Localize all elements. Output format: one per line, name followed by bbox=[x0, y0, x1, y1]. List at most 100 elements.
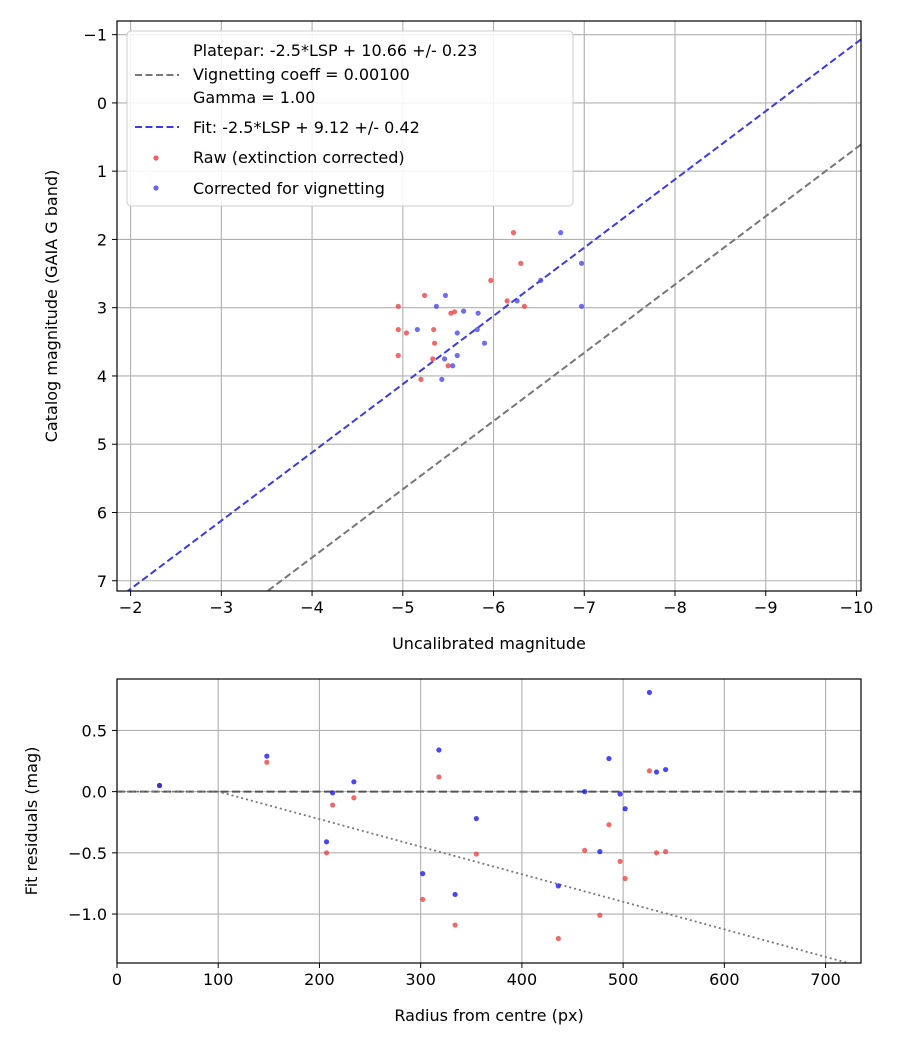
bottom-x-axis-label: Radius from centre (px) bbox=[394, 1006, 583, 1025]
bottom-raw-point bbox=[264, 759, 270, 765]
top-raw-point bbox=[395, 303, 401, 309]
bottom-raw-point bbox=[436, 774, 442, 780]
bottom-x-tick-label: 200 bbox=[304, 970, 335, 989]
top-corrected-point bbox=[439, 376, 445, 382]
bottom-raw-point bbox=[330, 802, 336, 808]
top-corrected-point bbox=[474, 326, 480, 333]
top-platepar-line bbox=[265, 143, 861, 591]
legend-platepar-label: Platepar: -2.5*LSP + 10.66 +/- 0.23 bbox=[193, 41, 477, 60]
bottom-raw-point bbox=[351, 795, 357, 801]
bottom-x-tick-label: 500 bbox=[608, 970, 639, 989]
legend-raw-marker bbox=[153, 155, 159, 161]
bottom-points bbox=[156, 689, 669, 942]
top-y-tick-label: 7 bbox=[97, 572, 107, 591]
top-raw-point bbox=[430, 356, 436, 362]
top-fit-line bbox=[126, 38, 861, 591]
bottom-corrected-point bbox=[555, 883, 561, 889]
top-raw-point bbox=[403, 330, 410, 336]
legend-vignetting-label: Vignetting coeff = 0.00100 bbox=[193, 65, 410, 84]
bottom-corrected-point bbox=[323, 839, 330, 845]
top-x-tick-label: −7 bbox=[572, 598, 596, 617]
top-raw-point bbox=[395, 352, 401, 359]
bottom-x-tick-label: 600 bbox=[709, 970, 740, 989]
bottom-y-tick-label: 0.5 bbox=[82, 721, 107, 740]
top-fit-lines bbox=[126, 38, 861, 591]
bottom-corrected-point bbox=[264, 753, 270, 759]
top-raw-point bbox=[431, 340, 438, 346]
bottom-corrected-point bbox=[606, 755, 612, 762]
bottom-raw-point bbox=[582, 847, 588, 853]
top-x-tick-label: −5 bbox=[391, 598, 415, 617]
top-y-tick-label: 5 bbox=[97, 435, 107, 454]
bottom-corrected-point bbox=[597, 849, 603, 855]
top-y-tick-label: 3 bbox=[97, 299, 107, 318]
top-corrected-point bbox=[558, 230, 564, 236]
bottom-raw-point bbox=[420, 896, 426, 902]
legend-raw-label: Raw (extinction corrected) bbox=[193, 148, 405, 167]
top-y-axis-label: Catalog magnitude (GAIA G band) bbox=[42, 170, 61, 442]
bottom-raw-point bbox=[606, 822, 612, 828]
bottom-plot-background bbox=[117, 679, 861, 963]
top-x-tick-label: −2 bbox=[119, 598, 143, 617]
legend-corrected-marker bbox=[153, 185, 159, 191]
top-corrected-point bbox=[578, 260, 585, 266]
top-corrected-point bbox=[433, 303, 439, 309]
bottom-corrected-point bbox=[622, 806, 628, 812]
bottom-x-tick-label: 300 bbox=[405, 970, 436, 989]
top-raw-point bbox=[504, 298, 510, 304]
top-corrected-point bbox=[454, 330, 460, 336]
top-raw-point bbox=[521, 303, 527, 309]
top-corrected-point bbox=[454, 352, 460, 359]
top-raw-point bbox=[488, 277, 494, 284]
top-y-tick-label: 4 bbox=[97, 367, 107, 386]
bottom-y-tick-label: −1.0 bbox=[68, 905, 107, 924]
legend-fit-label: Fit: -2.5*LSP + 9.12 +/- 0.42 bbox=[193, 118, 420, 137]
bottom-plot-frame bbox=[116, 678, 862, 964]
bottom-corrected-point bbox=[663, 766, 669, 773]
top-x-tick-label: −3 bbox=[210, 598, 234, 617]
bottom-chart: 0 100 200 300 400 500 600 700 0.5 0.0 −0.5 −1.0 Rad… bbox=[22, 678, 862, 1025]
top-corrected-point bbox=[514, 298, 520, 304]
bottom-raw-point bbox=[597, 912, 603, 918]
bottom-x-tick-label: 400 bbox=[507, 970, 538, 989]
bottom-raw-point bbox=[617, 858, 623, 864]
bottom-y-axis-label: Fit residuals (mag) bbox=[22, 747, 41, 896]
bottom-corrected-point bbox=[330, 790, 336, 796]
bottom-corrected-point bbox=[582, 789, 588, 795]
legend-gamma-label: Gamma = 1.00 bbox=[193, 88, 315, 107]
bottom-vignetting-curve bbox=[117, 790, 852, 963]
top-raw-point bbox=[518, 260, 524, 266]
top-raw-point bbox=[418, 376, 424, 382]
bottom-x-tick-label: 700 bbox=[810, 970, 841, 989]
top-raw-point bbox=[451, 309, 458, 315]
top-corrected-point bbox=[481, 340, 488, 346]
bottom-raw-point bbox=[452, 922, 458, 928]
legend-box bbox=[126, 30, 574, 207]
bottom-grid bbox=[116, 679, 861, 963]
top-corrected-point bbox=[578, 303, 585, 309]
bottom-raw-point bbox=[663, 849, 669, 855]
top-y-tick-label: 2 bbox=[97, 230, 107, 249]
top-plot-frame bbox=[116, 20, 862, 592]
top-corrected-point bbox=[450, 363, 456, 369]
bottom-corrected-point bbox=[436, 747, 442, 753]
bottom-x-tick-label: 0 bbox=[112, 970, 122, 989]
top-y-tick-label: 0 bbox=[97, 94, 107, 113]
legend-corrected-label: Corrected for vignetting bbox=[193, 179, 385, 198]
top-corrected-point bbox=[475, 310, 481, 316]
bottom-y-tick-label: −0.5 bbox=[68, 844, 107, 863]
top-x-tick-label: −10 bbox=[840, 598, 874, 617]
top-points bbox=[395, 230, 585, 382]
bottom-corrected-point bbox=[420, 871, 426, 877]
top-corrected-point bbox=[538, 277, 544, 284]
legend: Platepar: -2.5*LSP + 10.66 +/- 0.23 Vign… bbox=[126, 30, 574, 207]
bottom-reference-lines bbox=[117, 790, 861, 963]
bottom-ticks: 0 100 200 300 400 500 600 700 0.5 0.0 −0.5 −1.0 bbox=[68, 721, 841, 989]
top-x-tick-label: −6 bbox=[482, 598, 506, 617]
bottom-corrected-point bbox=[617, 791, 623, 797]
top-corrected-point bbox=[442, 292, 449, 299]
top-y-tick-label: 1 bbox=[97, 162, 107, 181]
bottom-raw-point bbox=[646, 768, 653, 774]
